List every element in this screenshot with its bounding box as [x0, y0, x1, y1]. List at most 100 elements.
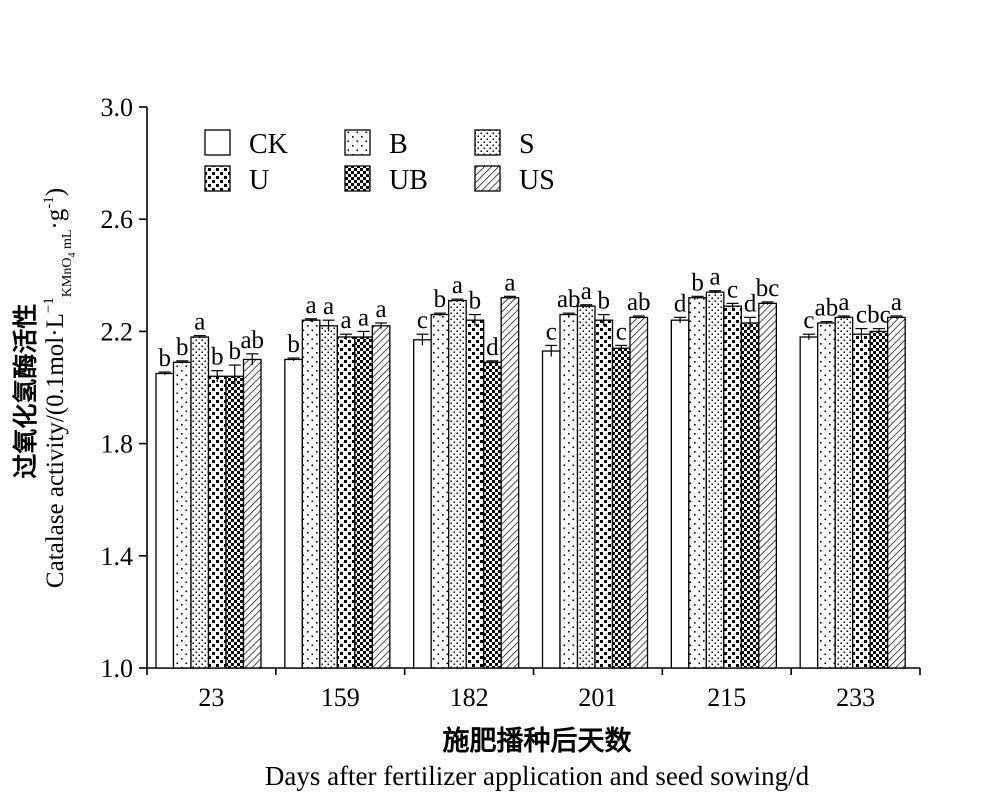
bar-u-233 [852, 333, 871, 669]
significance-letter: b [159, 345, 172, 372]
bar-b-23 [172, 361, 192, 669]
bar-ub-233 [869, 330, 889, 669]
bar-ub-201 [611, 347, 631, 669]
y-axis-label-sub: KMnO [60, 258, 75, 298]
significance-letter: a [504, 269, 515, 296]
bar-s-233 [834, 316, 854, 669]
y-axis-label-cn: 过氧化氢酶活性 [11, 304, 40, 479]
y-tick-label: 3.0 [101, 93, 134, 122]
legend-label-us: US [519, 165, 555, 196]
significance-letter: bc [756, 275, 780, 302]
bar-b-201 [559, 313, 579, 669]
significance-letter: ab [815, 295, 839, 322]
significance-letter: ab [240, 327, 264, 354]
y-axis-label-mid: ·g [42, 208, 69, 229]
y-tick-label: 1.8 [101, 430, 134, 459]
y-axis-label-sub-tail: mL [60, 230, 75, 253]
significance-letter: ab [557, 286, 581, 313]
significance-letter: c [727, 276, 738, 303]
bar-u-215 [723, 305, 742, 669]
legend-label-ck: CK [249, 129, 288, 160]
y-axis-label-sup2: -1 [41, 196, 57, 209]
significance-letter: d [744, 290, 757, 317]
significance-letter: b [691, 269, 704, 296]
bar-ub-182 [483, 361, 502, 669]
bar-b-215 [688, 297, 707, 669]
bar-ub-23 [225, 375, 245, 669]
bar-ck-201 [541, 350, 561, 669]
significance-letter: a [341, 307, 352, 334]
y-tick-label: 1.4 [101, 542, 134, 571]
significance-letter: c [803, 307, 814, 334]
bar-ck-182 [413, 339, 432, 669]
bar-b-182 [430, 313, 450, 669]
significance-letter: c [856, 302, 867, 329]
legend-label-s: S [519, 129, 535, 160]
legend-swatch-ck [204, 129, 231, 156]
significance-letter: b [176, 334, 189, 361]
legend-swatch-ub [344, 165, 371, 192]
significance-letter: b [434, 286, 447, 313]
significance-letter: a [358, 304, 369, 331]
significance-letter: ab [627, 289, 651, 316]
significance-letter: c [417, 307, 428, 334]
y-axis-label-close: ) [42, 188, 69, 196]
significance-letter: a [710, 264, 721, 291]
x-tick-label: 182 [450, 683, 489, 712]
y-axis-label-sub4: 4 [67, 253, 78, 258]
bar-ck-215 [670, 319, 690, 669]
legend-label-u: U [249, 165, 269, 196]
legend-label-b: B [389, 129, 408, 160]
significance-letter: b [211, 344, 224, 371]
legend-swatch-us [474, 165, 501, 192]
x-tick-label: 201 [578, 683, 617, 712]
bar-b-233 [817, 322, 836, 669]
significance-letter: c [616, 318, 627, 345]
significance-letter: b [469, 288, 482, 315]
significance-letter: a [323, 293, 334, 320]
x-axis-label-en: Days after fertilizer application and se… [265, 761, 810, 791]
y-tick-label: 2.2 [101, 317, 134, 346]
bar-b-159 [301, 319, 321, 669]
bar-s-23 [190, 336, 210, 669]
y-tick-label: 1.0 [101, 654, 134, 683]
bar-ub-159 [354, 336, 373, 669]
bar-u-159 [336, 336, 356, 669]
bar-ck-159 [284, 358, 303, 669]
x-axis-label-cn: 施肥播种后天数 [443, 726, 633, 756]
bar-ck-23 [155, 372, 175, 669]
bar-us-215 [758, 302, 777, 669]
bar-us-182 [500, 297, 520, 669]
y-axis-label: 过氧化氢酶活性 Catalase activity/(0.1mol·L−1KMn… [11, 188, 78, 588]
x-tick-label: 233 [836, 683, 875, 712]
x-tick-label: 215 [707, 683, 746, 712]
significance-letter: a [581, 278, 592, 305]
significance-letter: c [546, 318, 557, 345]
bar-ub-215 [740, 322, 760, 669]
legend-swatch-b [344, 129, 371, 156]
bar-u-23 [207, 375, 227, 669]
bar-u-182 [465, 319, 485, 669]
significance-letter: d [674, 290, 687, 317]
y-axis-label-sup1: −1 [41, 297, 57, 313]
bar-u-201 [594, 319, 614, 669]
significance-letter: bc [867, 302, 891, 329]
y-tick-label: 2.6 [101, 205, 134, 234]
bar-s-182 [448, 299, 467, 669]
significance-letter: a [452, 272, 463, 299]
bar-ck-233 [799, 336, 819, 669]
bar-us-159 [371, 325, 391, 669]
bar-s-215 [705, 291, 725, 669]
bar-s-201 [576, 305, 596, 669]
significance-letter: a [194, 309, 205, 336]
legend-swatch-u [204, 165, 231, 192]
significance-letter: b [229, 338, 242, 365]
legend: CK B S U UB US [204, 129, 555, 196]
significance-letter: a [376, 296, 387, 323]
bar-s-159 [319, 325, 338, 669]
legend-swatch-s [474, 129, 501, 156]
significance-letter: a [891, 289, 902, 316]
significance-letter: d [486, 334, 499, 361]
